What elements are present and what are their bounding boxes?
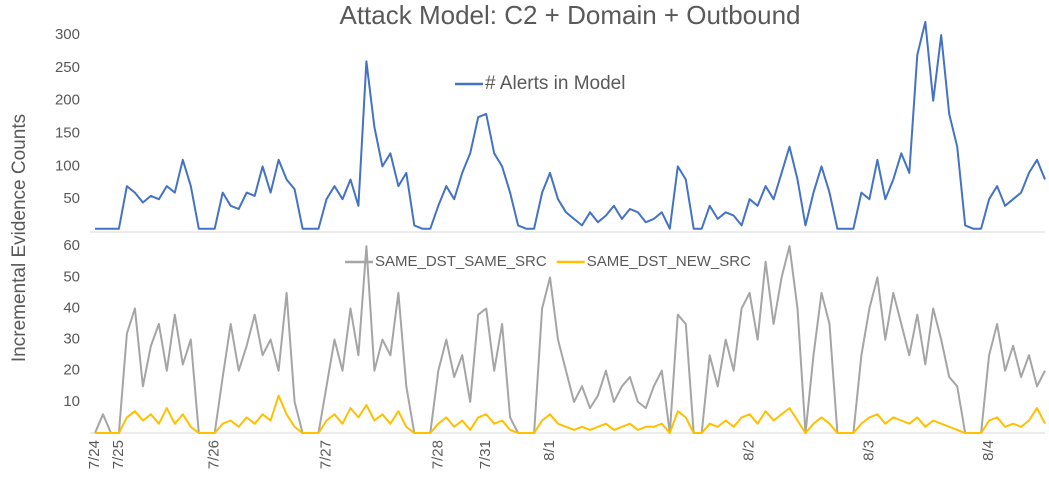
legend-label: SAME_DST_NEW_SRC (587, 253, 751, 270)
chart-title: Attack Model: C2 + Domain + Outbound (339, 0, 800, 30)
y-tick-label: 50 (63, 268, 80, 285)
x-tick-label: 7/26 (206, 440, 223, 469)
y-tick-label: 40 (63, 299, 80, 316)
y-axis-label: Incremental Evidence Counts (9, 114, 30, 362)
y-tick-label: 30 (63, 331, 80, 348)
series-line (94, 245, 1046, 434)
legend-label: SAME_DST_SAME_SRC (375, 253, 547, 270)
x-tick-label: 7/31 (477, 440, 494, 469)
x-tick-label: 7/28 (429, 440, 446, 469)
x-tick-label: 8/3 (860, 440, 877, 461)
y-tick-label: 10 (63, 393, 80, 410)
series-line (95, 21, 1046, 230)
y-tick-label: 250 (55, 59, 80, 76)
y-tick-label: 300 (55, 26, 80, 43)
y-tick-label: 60 (63, 237, 80, 254)
y-tick-label: 100 (55, 157, 80, 174)
x-tick-label: 7/27 (317, 440, 334, 469)
x-tick-label: 8/1 (541, 440, 558, 461)
y-tick-label: 50 (63, 190, 80, 207)
x-tick-label: 7/24 (86, 440, 103, 469)
y-tick-label: 200 (55, 92, 80, 109)
x-tick-label: 7/25 (110, 440, 127, 469)
y-tick-label: 150 (55, 125, 80, 142)
series-line (95, 394, 1046, 434)
y-tick-label: 20 (63, 362, 80, 379)
legend-label: # Alerts in Model (485, 73, 625, 94)
x-tick-label: 8/4 (980, 440, 997, 461)
x-tick-label: 8/2 (741, 440, 758, 461)
